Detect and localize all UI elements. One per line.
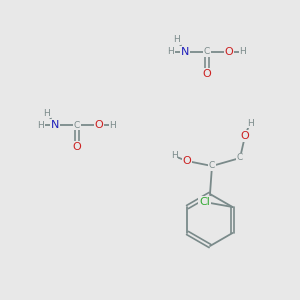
Text: O: O <box>94 120 103 130</box>
Text: H: H <box>168 47 174 56</box>
Text: C: C <box>204 47 210 56</box>
Text: C: C <box>74 121 80 130</box>
Text: N: N <box>181 47 189 57</box>
Text: Cl: Cl <box>199 197 210 207</box>
Text: H: H <box>247 118 254 127</box>
Text: O: O <box>225 47 233 57</box>
Text: O: O <box>73 142 81 152</box>
Text: H: H <box>240 47 246 56</box>
Text: H: H <box>38 121 44 130</box>
Text: O: O <box>183 156 191 166</box>
Text: O: O <box>241 131 249 141</box>
Text: C: C <box>237 154 243 163</box>
Text: N: N <box>51 120 59 130</box>
Text: H: H <box>174 35 180 44</box>
Text: H: H <box>171 152 177 160</box>
Text: C: C <box>209 161 215 170</box>
Text: H: H <box>110 121 116 130</box>
Text: H: H <box>44 109 50 118</box>
Text: O: O <box>202 69 211 79</box>
